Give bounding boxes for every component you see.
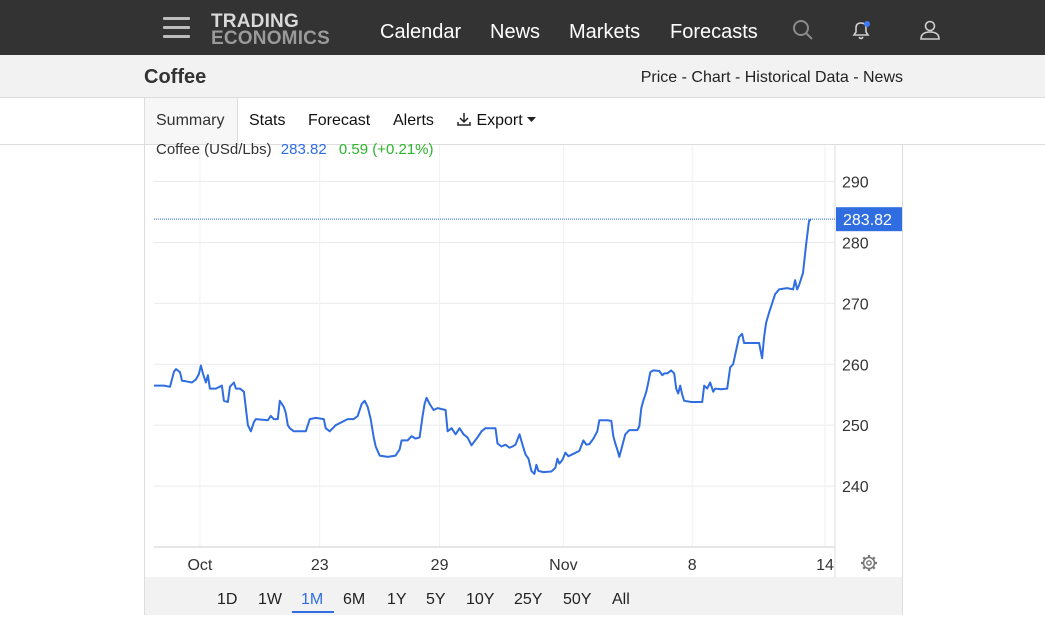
range-25y[interactable]: 25Y: [514, 591, 543, 608]
tabs-bar: Summary Stats Forecast Alerts Export: [0, 98, 1045, 145]
chart-grid: [154, 145, 836, 577]
y-tick-label: 240: [842, 479, 869, 496]
logo-line1: TRADING: [211, 11, 299, 32]
x-tick-label: 29: [431, 557, 449, 574]
x-tick-label: 8: [688, 557, 697, 574]
logo-line2: ECONOMICS: [211, 28, 330, 49]
x-tick-label: Oct: [187, 557, 212, 574]
x-tick-label: 23: [311, 557, 329, 574]
y-tick-label: 270: [842, 296, 869, 313]
tab-stats-label: Stats: [249, 112, 286, 129]
y-tick-label: 280: [842, 235, 869, 252]
tab-stats[interactable]: Stats: [249, 98, 285, 144]
tab-export[interactable]: Export: [456, 98, 537, 144]
range-5y[interactable]: 5Y: [426, 591, 446, 608]
tab-export-label: Export: [476, 112, 523, 129]
range-1d[interactable]: 1D: [217, 591, 238, 608]
menu-icon[interactable]: [163, 17, 190, 39]
chart-header-name: Coffee (USd/Lbs): [156, 141, 272, 158]
nav-news[interactable]: News: [490, 21, 541, 43]
search-icon[interactable]: [791, 18, 815, 42]
bell-icon[interactable]: [849, 18, 873, 42]
last-price-badge: [836, 207, 902, 232]
page-title: Coffee: [144, 66, 207, 88]
chart-header-price: 283.82: [281, 141, 327, 158]
tab-forecast-label: Forecast: [308, 112, 371, 129]
sub-header: Coffee Price - Chart - Historical Data -…: [0, 55, 1045, 98]
tab-alerts[interactable]: Alerts: [393, 98, 434, 144]
price-line: [154, 218, 812, 475]
nav-markets[interactable]: Markets: [569, 21, 641, 43]
range-50y[interactable]: 50Y: [563, 591, 592, 608]
x-tick-label: Nov: [549, 557, 577, 574]
tab-summary-label: Summary: [156, 112, 225, 129]
range-6m[interactable]: 6M: [343, 591, 366, 608]
x-tick-label: 14: [816, 557, 834, 574]
settings-gear-icon[interactable]: [861, 555, 877, 571]
range-1m[interactable]: 1M: [301, 591, 324, 608]
chart-header-change: 0.59 (+0.21%): [339, 141, 434, 158]
logo[interactable]: TRADING ECONOMICS: [211, 11, 330, 49]
active-range-indicator: [292, 611, 334, 613]
range-all[interactable]: All: [612, 591, 630, 608]
top-navbar: TRADING ECONOMICS Calendar News Markets …: [0, 0, 1045, 55]
tab-summary[interactable]: Summary: [144, 98, 238, 144]
user-icon[interactable]: [918, 18, 942, 42]
range-1y[interactable]: 1Y: [387, 591, 407, 608]
y-tick-label: 260: [842, 357, 869, 374]
y-axis-labels: 240 250 260 270 280 290: [842, 175, 869, 497]
download-icon: [457, 113, 471, 126]
range-10y[interactable]: 10Y: [466, 591, 495, 608]
x-axis-labels: Oct 23 29 Nov 8 14: [187, 557, 834, 574]
range-selector: 1D 1W 1M 6M 1Y 5Y 10Y 25Y 50Y All: [145, 577, 902, 615]
nav-calendar[interactable]: Calendar: [380, 21, 462, 43]
y-tick-label: 250: [842, 418, 869, 435]
y-tick-label: 290: [842, 175, 869, 192]
tab-alerts-label: Alerts: [393, 112, 434, 129]
range-1w[interactable]: 1W: [258, 591, 282, 608]
last-price-label: 283.82: [843, 212, 892, 229]
caret-down-icon: [527, 117, 537, 122]
section-links[interactable]: Price - Chart - Historical Data - News: [640, 69, 903, 86]
nav-forecasts[interactable]: Forecasts: [670, 21, 758, 43]
tab-forecast[interactable]: Forecast: [308, 98, 370, 144]
chart-header: Coffee (USd/Lbs) 283.82 0.59 (+0.21%): [156, 141, 434, 158]
